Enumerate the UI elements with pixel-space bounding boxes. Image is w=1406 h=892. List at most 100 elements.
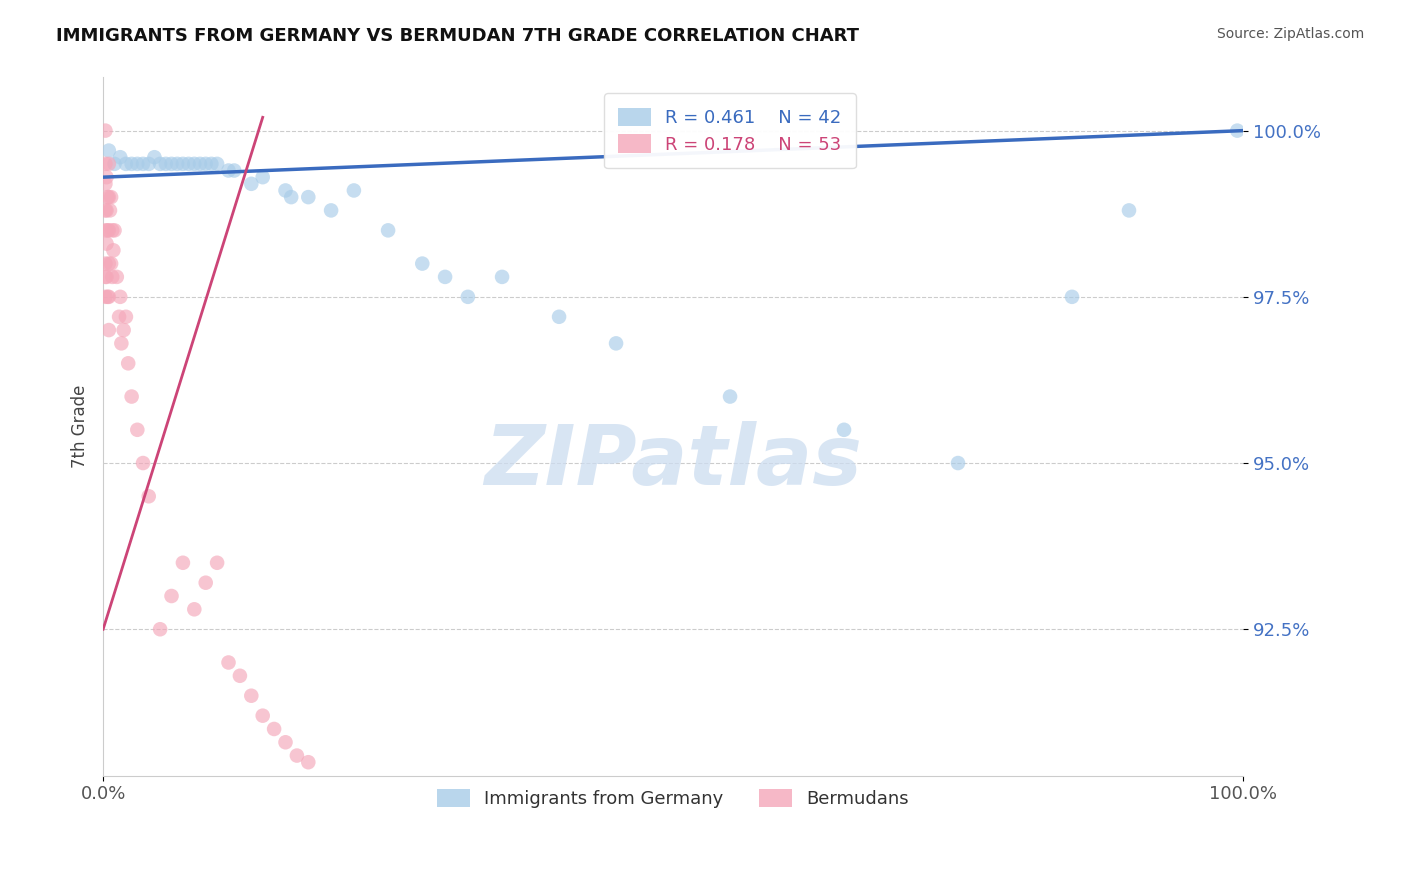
Point xyxy=(108,310,131,324)
Point xyxy=(155,157,177,171)
Point xyxy=(127,157,149,171)
Point xyxy=(132,157,155,171)
Point xyxy=(97,223,120,237)
Point xyxy=(101,269,124,284)
Point xyxy=(127,423,149,437)
Point xyxy=(194,157,217,171)
Point xyxy=(297,190,319,204)
Point xyxy=(224,163,246,178)
Point xyxy=(101,223,124,237)
Point xyxy=(94,257,117,271)
Point xyxy=(94,269,117,284)
Point xyxy=(297,755,319,769)
Point xyxy=(138,489,160,503)
Point xyxy=(280,190,302,204)
Point xyxy=(103,223,125,237)
Point xyxy=(240,177,263,191)
Point xyxy=(229,669,252,683)
Text: ZIPatlas: ZIPatlas xyxy=(484,421,862,502)
Legend: Immigrants from Germany, Bermudans: Immigrants from Germany, Bermudans xyxy=(430,781,917,815)
Point xyxy=(319,203,342,218)
Point xyxy=(172,556,194,570)
Point xyxy=(188,157,211,171)
Point xyxy=(205,556,228,570)
Point xyxy=(194,575,217,590)
Point xyxy=(117,356,139,370)
Point xyxy=(263,722,285,736)
Point xyxy=(457,290,479,304)
Point xyxy=(946,456,969,470)
Point xyxy=(183,602,205,616)
Point xyxy=(1226,123,1249,137)
Point xyxy=(377,223,399,237)
Point xyxy=(218,163,240,178)
Point xyxy=(110,150,132,164)
Point xyxy=(94,223,117,237)
Point xyxy=(103,157,125,171)
Point xyxy=(1118,203,1140,218)
Point xyxy=(94,157,117,171)
Point xyxy=(132,456,155,470)
Point xyxy=(166,157,188,171)
Point xyxy=(160,589,183,603)
Point xyxy=(143,150,166,164)
Point xyxy=(491,269,513,284)
Point xyxy=(434,269,457,284)
Point xyxy=(115,157,138,171)
Text: Source: ZipAtlas.com: Source: ZipAtlas.com xyxy=(1216,27,1364,41)
Point xyxy=(177,157,200,171)
Point xyxy=(110,290,132,304)
Point xyxy=(100,257,122,271)
Point xyxy=(205,157,228,171)
Text: IMMIGRANTS FROM GERMANY VS BERMUDAN 7TH GRADE CORRELATION CHART: IMMIGRANTS FROM GERMANY VS BERMUDAN 7TH … xyxy=(56,27,859,45)
Point xyxy=(97,290,120,304)
Point xyxy=(97,190,120,204)
Point xyxy=(97,290,120,304)
Point xyxy=(97,144,120,158)
Point xyxy=(160,157,183,171)
Point xyxy=(97,323,120,337)
Point xyxy=(97,223,120,237)
Point xyxy=(121,390,143,404)
Point xyxy=(94,177,117,191)
Point xyxy=(274,735,297,749)
Point xyxy=(96,203,118,218)
Point xyxy=(149,622,172,636)
Point xyxy=(1060,290,1083,304)
Point xyxy=(97,157,120,171)
Point xyxy=(149,157,172,171)
Point xyxy=(98,203,121,218)
Y-axis label: 7th Grade: 7th Grade xyxy=(72,384,89,468)
Point xyxy=(94,123,117,137)
Point xyxy=(105,269,128,284)
Point xyxy=(240,689,263,703)
Point xyxy=(115,310,138,324)
Point xyxy=(138,157,160,171)
Point xyxy=(252,170,274,185)
Point xyxy=(183,157,205,171)
Point xyxy=(200,157,222,171)
Point xyxy=(110,336,132,351)
Point xyxy=(718,390,741,404)
Point xyxy=(96,269,118,284)
Point xyxy=(343,184,366,198)
Point xyxy=(97,190,120,204)
Point xyxy=(605,336,627,351)
Point xyxy=(121,157,143,171)
Point xyxy=(97,257,120,271)
Point xyxy=(218,656,240,670)
Point xyxy=(832,423,855,437)
Point xyxy=(252,708,274,723)
Point xyxy=(274,184,297,198)
Point xyxy=(285,748,308,763)
Point xyxy=(94,203,117,218)
Point xyxy=(103,244,125,258)
Point xyxy=(96,170,118,185)
Point xyxy=(411,257,433,271)
Point xyxy=(548,310,571,324)
Point xyxy=(112,323,135,337)
Point xyxy=(100,190,122,204)
Point xyxy=(96,236,118,251)
Point xyxy=(94,290,117,304)
Point xyxy=(172,157,194,171)
